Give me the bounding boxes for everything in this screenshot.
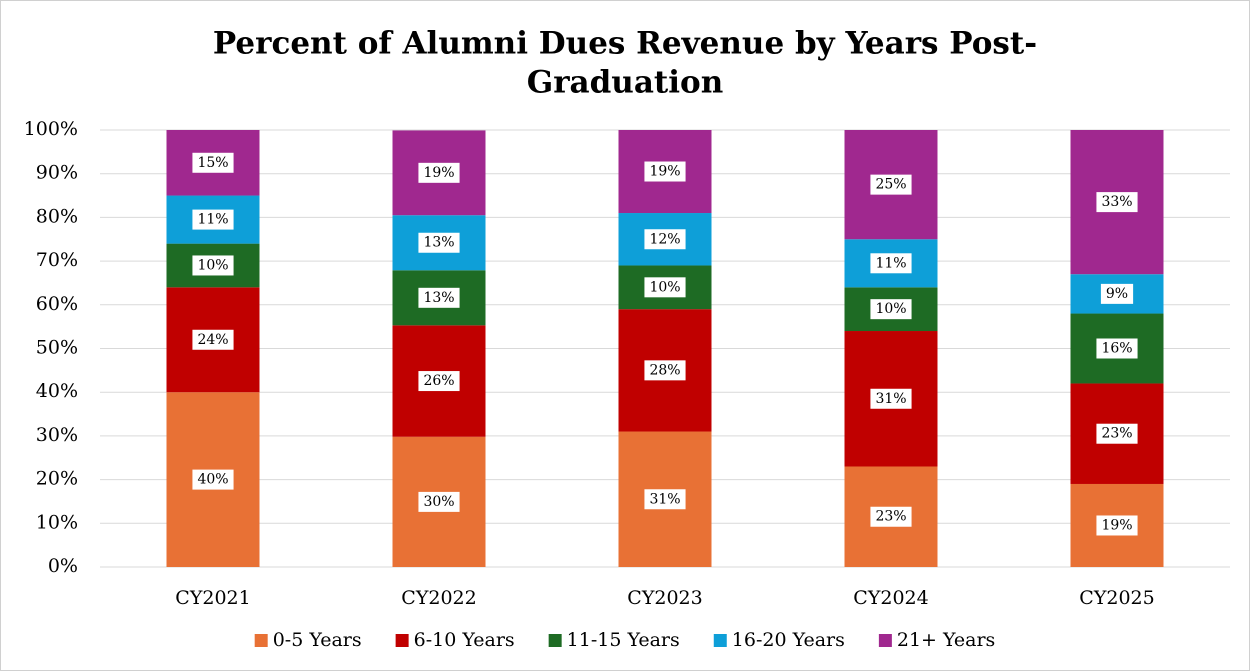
x-tick-label: CY2021 <box>175 587 250 609</box>
data-label: 28% <box>649 362 680 378</box>
data-label: 15% <box>197 155 228 171</box>
data-label: 9% <box>1106 286 1128 302</box>
data-label-box <box>870 506 912 527</box>
data-label: 13% <box>423 290 454 306</box>
data-label: 13% <box>423 235 454 251</box>
data-label-box <box>192 209 234 230</box>
x-tick-label: CY2022 <box>401 587 476 609</box>
data-label: 10% <box>649 279 680 295</box>
data-label: 11% <box>197 212 228 228</box>
legend-swatch <box>713 634 727 647</box>
legend-label: 6-10 Years <box>414 629 515 651</box>
data-label-box <box>870 253 912 274</box>
y-tick-label: 60% <box>36 293 78 315</box>
data-label-box <box>644 277 686 298</box>
y-tick-label: 90% <box>36 162 78 184</box>
data-label: 40% <box>197 472 228 488</box>
data-label-box <box>1096 515 1138 536</box>
data-label: 19% <box>1101 517 1132 533</box>
data-label-box <box>1096 338 1138 359</box>
data-label: 12% <box>649 231 680 247</box>
legend-swatch <box>548 634 562 647</box>
data-label-box <box>418 162 460 183</box>
data-label: 19% <box>423 165 454 181</box>
legend-swatch <box>395 634 409 647</box>
x-tick-label: CY2025 <box>1079 587 1154 609</box>
data-label-box <box>192 255 234 276</box>
data-label-box <box>644 161 686 182</box>
data-label: 31% <box>875 391 906 407</box>
data-label-box <box>870 299 912 320</box>
data-label: 10% <box>875 301 906 317</box>
x-tick-label: CY2024 <box>853 587 928 609</box>
y-tick-label: 80% <box>36 205 78 227</box>
legend-swatch <box>254 634 268 647</box>
data-label-box <box>418 232 460 253</box>
data-label-box <box>418 491 460 512</box>
data-label: 11% <box>875 255 906 271</box>
legend-label: 11-15 Years <box>567 629 680 651</box>
y-tick-label: 10% <box>36 511 78 533</box>
data-label-box <box>870 174 912 195</box>
data-label-box <box>192 329 234 350</box>
data-label-box <box>870 388 912 409</box>
y-tick-label: 40% <box>36 380 78 402</box>
chart-title: Percent of Alumni Dues Revenue by Years … <box>213 26 1037 62</box>
data-label: 16% <box>1101 341 1132 357</box>
data-label: 23% <box>1101 426 1132 442</box>
data-label-box <box>644 360 686 381</box>
data-label-box <box>418 371 460 392</box>
data-label: 23% <box>875 509 906 525</box>
data-label-box <box>1096 423 1138 444</box>
y-tick-label: 20% <box>36 468 78 490</box>
data-label: 25% <box>875 177 906 193</box>
y-tick-label: 70% <box>36 249 78 271</box>
data-label: 19% <box>649 164 680 180</box>
y-tick-label: 30% <box>36 424 78 446</box>
chart-title: Graduation <box>527 65 724 101</box>
data-label-box <box>644 489 686 510</box>
data-label-box <box>418 287 460 308</box>
legend-swatch <box>878 634 892 647</box>
data-label-box <box>192 152 234 173</box>
data-label: 24% <box>197 332 228 348</box>
x-tick-label: CY2023 <box>627 587 702 609</box>
y-tick-label: 100% <box>24 118 78 140</box>
data-label: 10% <box>197 257 228 273</box>
legend-label: 21+ Years <box>897 629 995 651</box>
data-label-box <box>644 229 686 250</box>
data-label: 30% <box>423 494 454 510</box>
legend-label: 0-5 Years <box>273 629 362 651</box>
legend-label: 16-20 Years <box>732 629 845 651</box>
data-label-box <box>192 469 234 490</box>
data-label: 33% <box>1101 194 1132 210</box>
data-label-box <box>1096 192 1138 213</box>
data-label: 26% <box>423 373 454 389</box>
y-tick-label: 50% <box>36 337 78 359</box>
data-label-box <box>1100 283 1134 304</box>
data-label: 31% <box>649 491 680 507</box>
y-tick-label: 0% <box>48 555 78 577</box>
